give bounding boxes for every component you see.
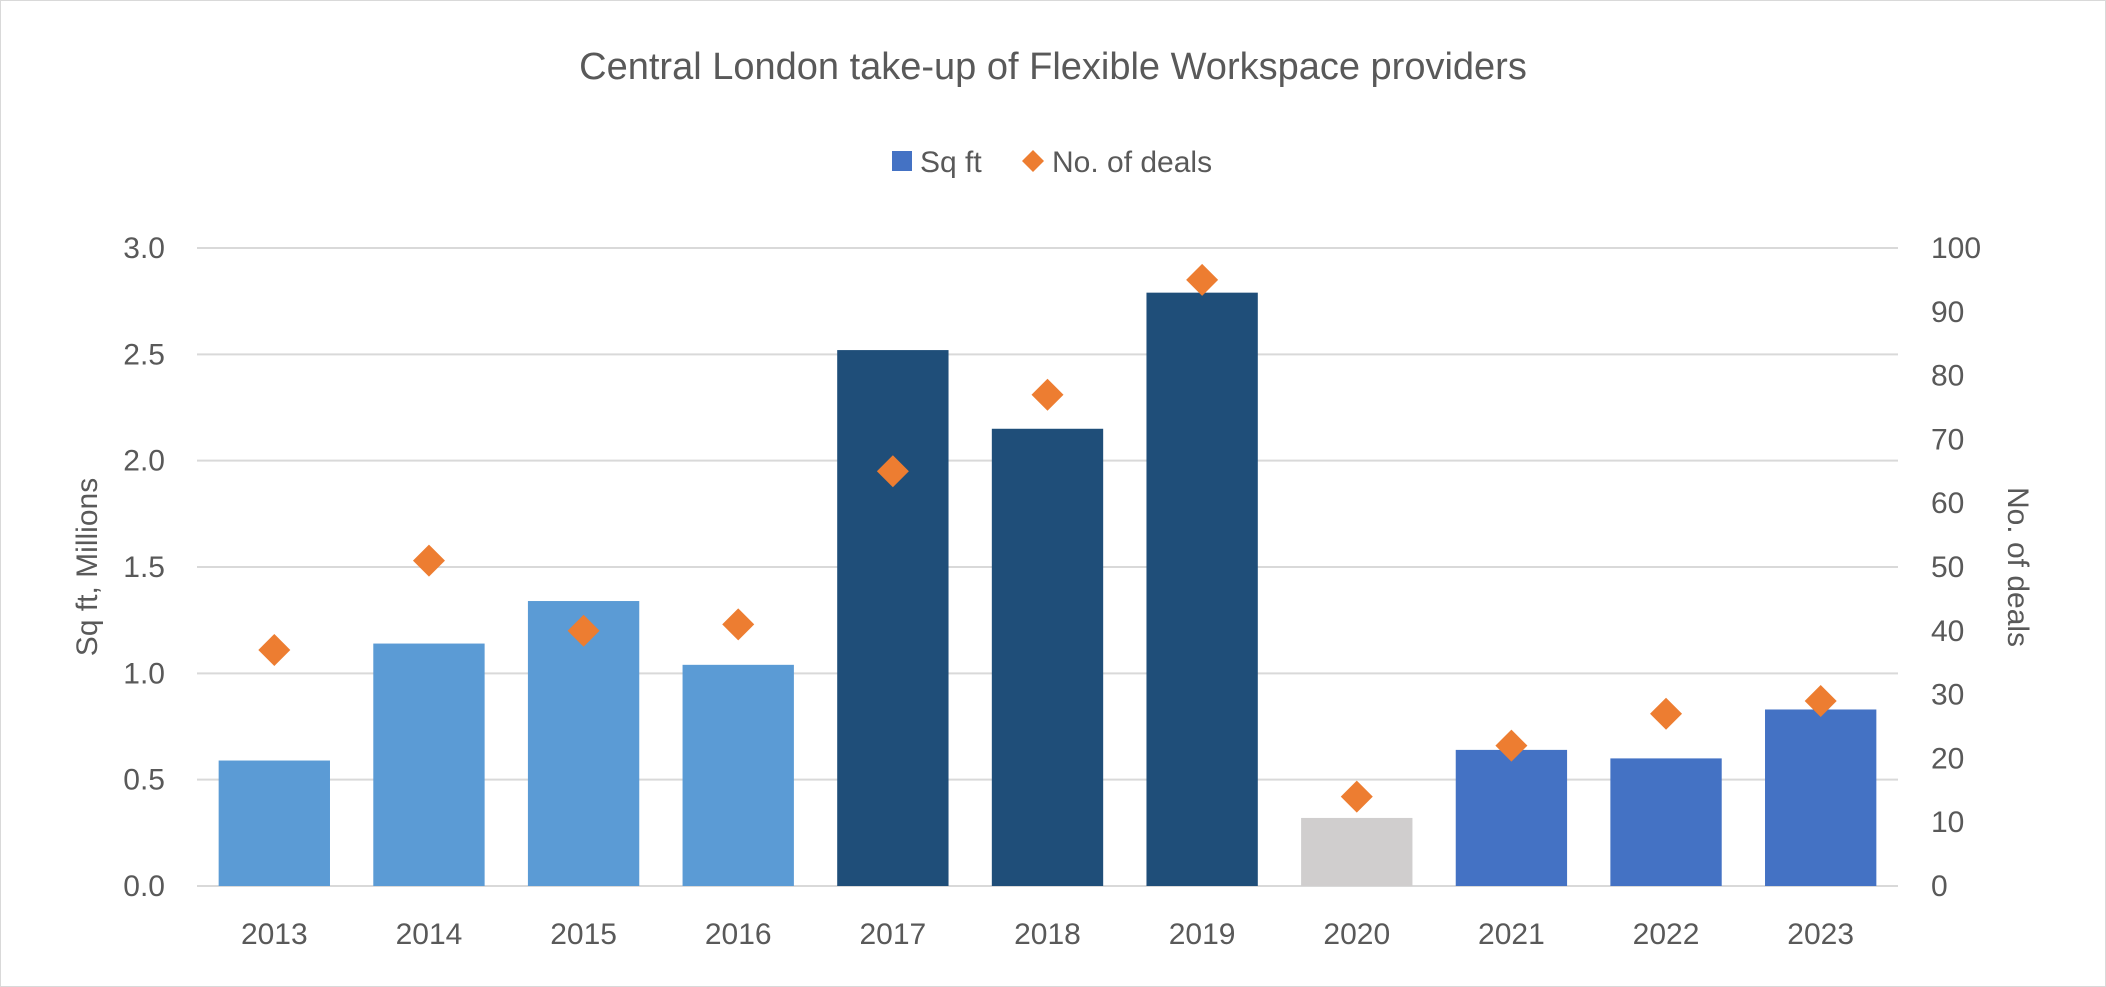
x-tick-label: 2017 [859, 918, 926, 951]
x-tick-label: 2019 [1169, 918, 1236, 951]
x-tick-label: 2014 [396, 918, 463, 951]
right-tick-label: 100 [1931, 232, 1981, 265]
right-tick-label: 30 [1931, 679, 1964, 712]
deals-marker-2018 [1031, 378, 1064, 411]
right-tick-label: 50 [1931, 551, 1964, 584]
deals-marker-2016 [722, 608, 755, 641]
left-tick-label: 3.0 [123, 232, 165, 265]
x-axis-ticks: 2013 2014 2015 2016 2017 2018 2019 2020 2021 2022… [241, 918, 1854, 951]
bar-2017 [837, 350, 949, 887]
legend-swatch-sqft [892, 151, 912, 171]
bar-2013 [218, 760, 330, 886]
legend-label-sqft: Sq ft [920, 146, 982, 179]
right-axis-label: No. of deals [2001, 487, 2034, 647]
bar-2023 [1765, 709, 1877, 886]
deals-marker-2021 [1495, 729, 1528, 762]
x-tick-label: 2018 [1014, 918, 1081, 951]
deals-marker-2013 [258, 633, 291, 666]
left-tick-label: 0.0 [123, 870, 165, 903]
bar-series [218, 292, 1877, 887]
right-tick-label: 70 [1931, 423, 1964, 456]
left-axis-ticks: 0.0 0.5 1.0 1.5 2.0 2.5 3.0 [123, 232, 165, 903]
legend: Sq ft No. of deals [892, 146, 1212, 179]
bar-2022 [1610, 758, 1722, 886]
left-axis-label: Sq ft, Millions [71, 478, 104, 656]
right-tick-label: 90 [1931, 296, 1964, 329]
left-tick-label: 2.5 [123, 338, 165, 371]
bar-2016 [682, 664, 794, 886]
left-tick-label: 1.0 [123, 657, 165, 690]
deals-marker-2019 [1186, 263, 1219, 296]
right-tick-label: 60 [1931, 487, 1964, 520]
x-tick-label: 2015 [550, 918, 617, 951]
chart-title: Central London take-up of Flexible Works… [579, 46, 1527, 88]
right-tick-label: 20 [1931, 742, 1964, 775]
left-tick-label: 1.5 [123, 551, 165, 584]
deals-marker-2022 [1650, 697, 1683, 730]
legend-swatch-deals [1022, 150, 1044, 172]
right-axis-ticks: 0 10 20 30 40 50 60 70 80 90 100 [1931, 232, 1981, 903]
x-tick-label: 2020 [1323, 918, 1390, 951]
bar-2015 [527, 601, 640, 886]
right-tick-label: 80 [1931, 360, 1964, 393]
left-tick-label: 0.5 [123, 764, 165, 797]
deals-marker-2014 [412, 544, 445, 577]
deals-marker-2017 [876, 455, 909, 488]
right-tick-label: 40 [1931, 615, 1964, 648]
deals-marker-2023 [1804, 684, 1837, 717]
bar-2018 [991, 428, 1104, 886]
deals-marker-2020 [1340, 780, 1373, 813]
x-tick-label: 2016 [705, 918, 772, 951]
left-tick-label: 2.0 [123, 445, 165, 478]
bar-2021 [1455, 749, 1568, 886]
bar-2014 [373, 643, 485, 886]
legend-label-deals: No. of deals [1052, 146, 1212, 179]
x-tick-label: 2013 [241, 918, 308, 951]
bar-2020 [1301, 817, 1413, 886]
bar-2019 [1146, 292, 1258, 886]
right-tick-label: 10 [1931, 806, 1964, 839]
right-tick-label: 0 [1931, 870, 1948, 903]
x-tick-label: 2021 [1478, 918, 1545, 951]
x-tick-label: 2023 [1787, 918, 1854, 951]
x-tick-label: 2022 [1633, 918, 1700, 951]
deals-series [258, 263, 1837, 813]
deals-marker-2015 [567, 614, 600, 647]
